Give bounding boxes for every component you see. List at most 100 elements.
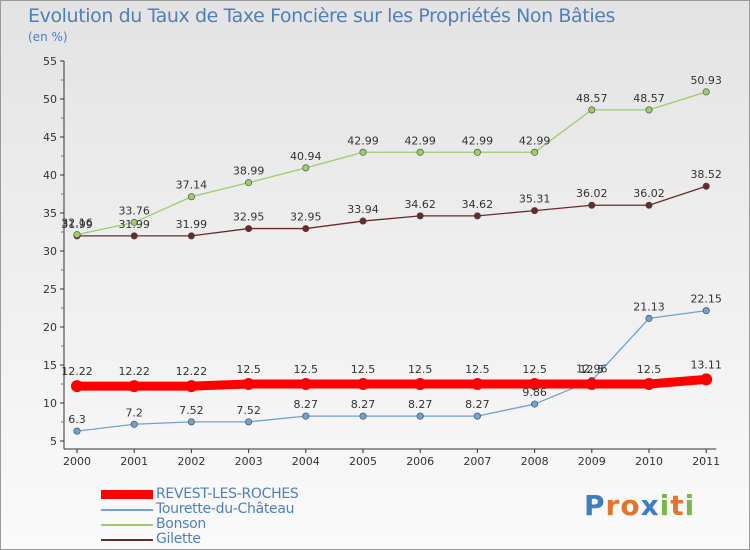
data-point — [416, 212, 424, 220]
data-point — [299, 378, 312, 390]
data-point — [645, 314, 653, 322]
x-tick-label: 2011 — [692, 455, 720, 468]
x-tick-label: 2006 — [406, 455, 434, 468]
data-label: 6.3 — [68, 413, 86, 426]
data-label: 38.99 — [233, 165, 265, 178]
data-point — [414, 378, 427, 390]
data-label: 8.27 — [294, 398, 319, 411]
data-label: 31.99 — [176, 218, 208, 231]
data-label: 12.5 — [465, 363, 490, 376]
data-point — [473, 212, 481, 220]
data-label: 12.5 — [522, 363, 547, 376]
data-label: 21.13 — [633, 300, 665, 313]
data-point — [187, 418, 195, 426]
x-tick-label: 2009 — [578, 455, 606, 468]
y-tick-label: 10 — [43, 397, 57, 410]
y-tick-label: 5 — [50, 435, 57, 448]
data-label: 7.2 — [125, 406, 143, 419]
logo-letter: i — [684, 489, 696, 522]
legend-swatch — [101, 539, 153, 541]
data-label: 32.95 — [290, 211, 322, 224]
data-point — [588, 106, 596, 114]
x-tick-label: 2001 — [120, 455, 148, 468]
data-point — [702, 307, 710, 315]
legend-swatch — [101, 524, 153, 526]
data-point — [130, 232, 138, 240]
data-point — [416, 412, 424, 420]
y-tick-label: 40 — [43, 169, 57, 182]
legend-label: Gilette — [156, 531, 201, 547]
x-tick-label: 2010 — [635, 455, 663, 468]
logo-letter: x — [640, 489, 660, 522]
data-point — [130, 218, 138, 226]
proxiti-logo: Proxiti — [584, 489, 695, 522]
data-point — [531, 400, 539, 408]
data-point — [416, 148, 424, 156]
data-label: 37.14 — [176, 179, 208, 192]
legend-label: Tourette-du-Château — [156, 501, 295, 517]
data-label: 36.02 — [576, 187, 608, 200]
data-label: 8.27 — [351, 398, 376, 411]
logo-letter: o — [620, 489, 641, 522]
data-label: 42.99 — [347, 134, 379, 147]
logo-letter: P — [584, 489, 606, 522]
chart-title: Evolution du Taux de Taxe Foncière sur l… — [28, 5, 616, 27]
legend-item: Gilette — [101, 531, 401, 547]
data-point — [73, 427, 81, 435]
data-point — [528, 378, 541, 390]
data-point — [531, 148, 539, 156]
x-tick-label: 2005 — [349, 455, 377, 468]
data-point — [645, 201, 653, 209]
y-tick-label: 20 — [43, 321, 57, 334]
data-label: 12.22 — [61, 365, 93, 378]
data-point — [302, 164, 310, 172]
data-point — [643, 378, 655, 390]
data-label: 8.27 — [465, 398, 490, 411]
series-line-tourette-du-ch-teau — [76, 310, 707, 432]
data-label: 42.99 — [462, 134, 494, 147]
data-label: 40.94 — [290, 150, 322, 163]
data-label: 9.86 — [522, 386, 547, 399]
data-point — [645, 106, 653, 114]
legend-swatch — [101, 490, 153, 499]
data-label: 32.16 — [61, 217, 93, 230]
data-point — [187, 232, 195, 240]
data-point — [187, 193, 195, 201]
data-point — [245, 418, 253, 426]
data-point — [359, 148, 367, 156]
data-label: 32.95 — [233, 211, 265, 224]
data-label: 12.5 — [236, 363, 261, 376]
data-label: 34.62 — [404, 198, 436, 211]
legend-label: REVEST-LES-ROCHES — [156, 486, 299, 502]
data-label: 48.57 — [633, 92, 665, 105]
data-point — [128, 380, 141, 393]
y-tick-label: 15 — [43, 359, 57, 372]
y-tick-label: 30 — [43, 245, 57, 258]
data-label: 35.31 — [519, 193, 551, 206]
data-point — [185, 380, 198, 393]
data-point — [473, 412, 481, 420]
data-point — [73, 231, 81, 239]
chart-axes: 5 10 15 20 25 30 35 40 45 50 55 2000 2001 2002 2003 200… — [43, 55, 720, 468]
legend-label: Bonson — [156, 516, 206, 532]
data-label: 50.93 — [690, 74, 722, 87]
y-tick-label: 45 — [43, 131, 57, 144]
legend-item: REVEST-LES-ROCHES — [101, 486, 401, 502]
data-labels-layer: 31.99 31.99 31.99 32.95 32.95 33.94 34.62 34.62… — [61, 74, 722, 426]
y-tick-label: 50 — [43, 93, 57, 106]
series-line-gilette — [77, 185, 707, 237]
data-point — [242, 378, 255, 390]
data-label: 13.11 — [690, 358, 722, 371]
data-point — [700, 373, 713, 386]
logo-letter: r — [605, 489, 621, 522]
data-point — [702, 88, 710, 96]
series-layer — [71, 88, 713, 435]
x-tick-label: 2002 — [177, 455, 205, 468]
y-tick-label: 25 — [43, 283, 57, 296]
data-point — [531, 207, 539, 215]
data-label: 12.5 — [637, 363, 662, 376]
chart-legend: REVEST-LES-ROCHES Tourette-du-Château Bons… — [101, 486, 401, 547]
data-point — [588, 201, 596, 209]
data-label: 12.5 — [408, 363, 433, 376]
